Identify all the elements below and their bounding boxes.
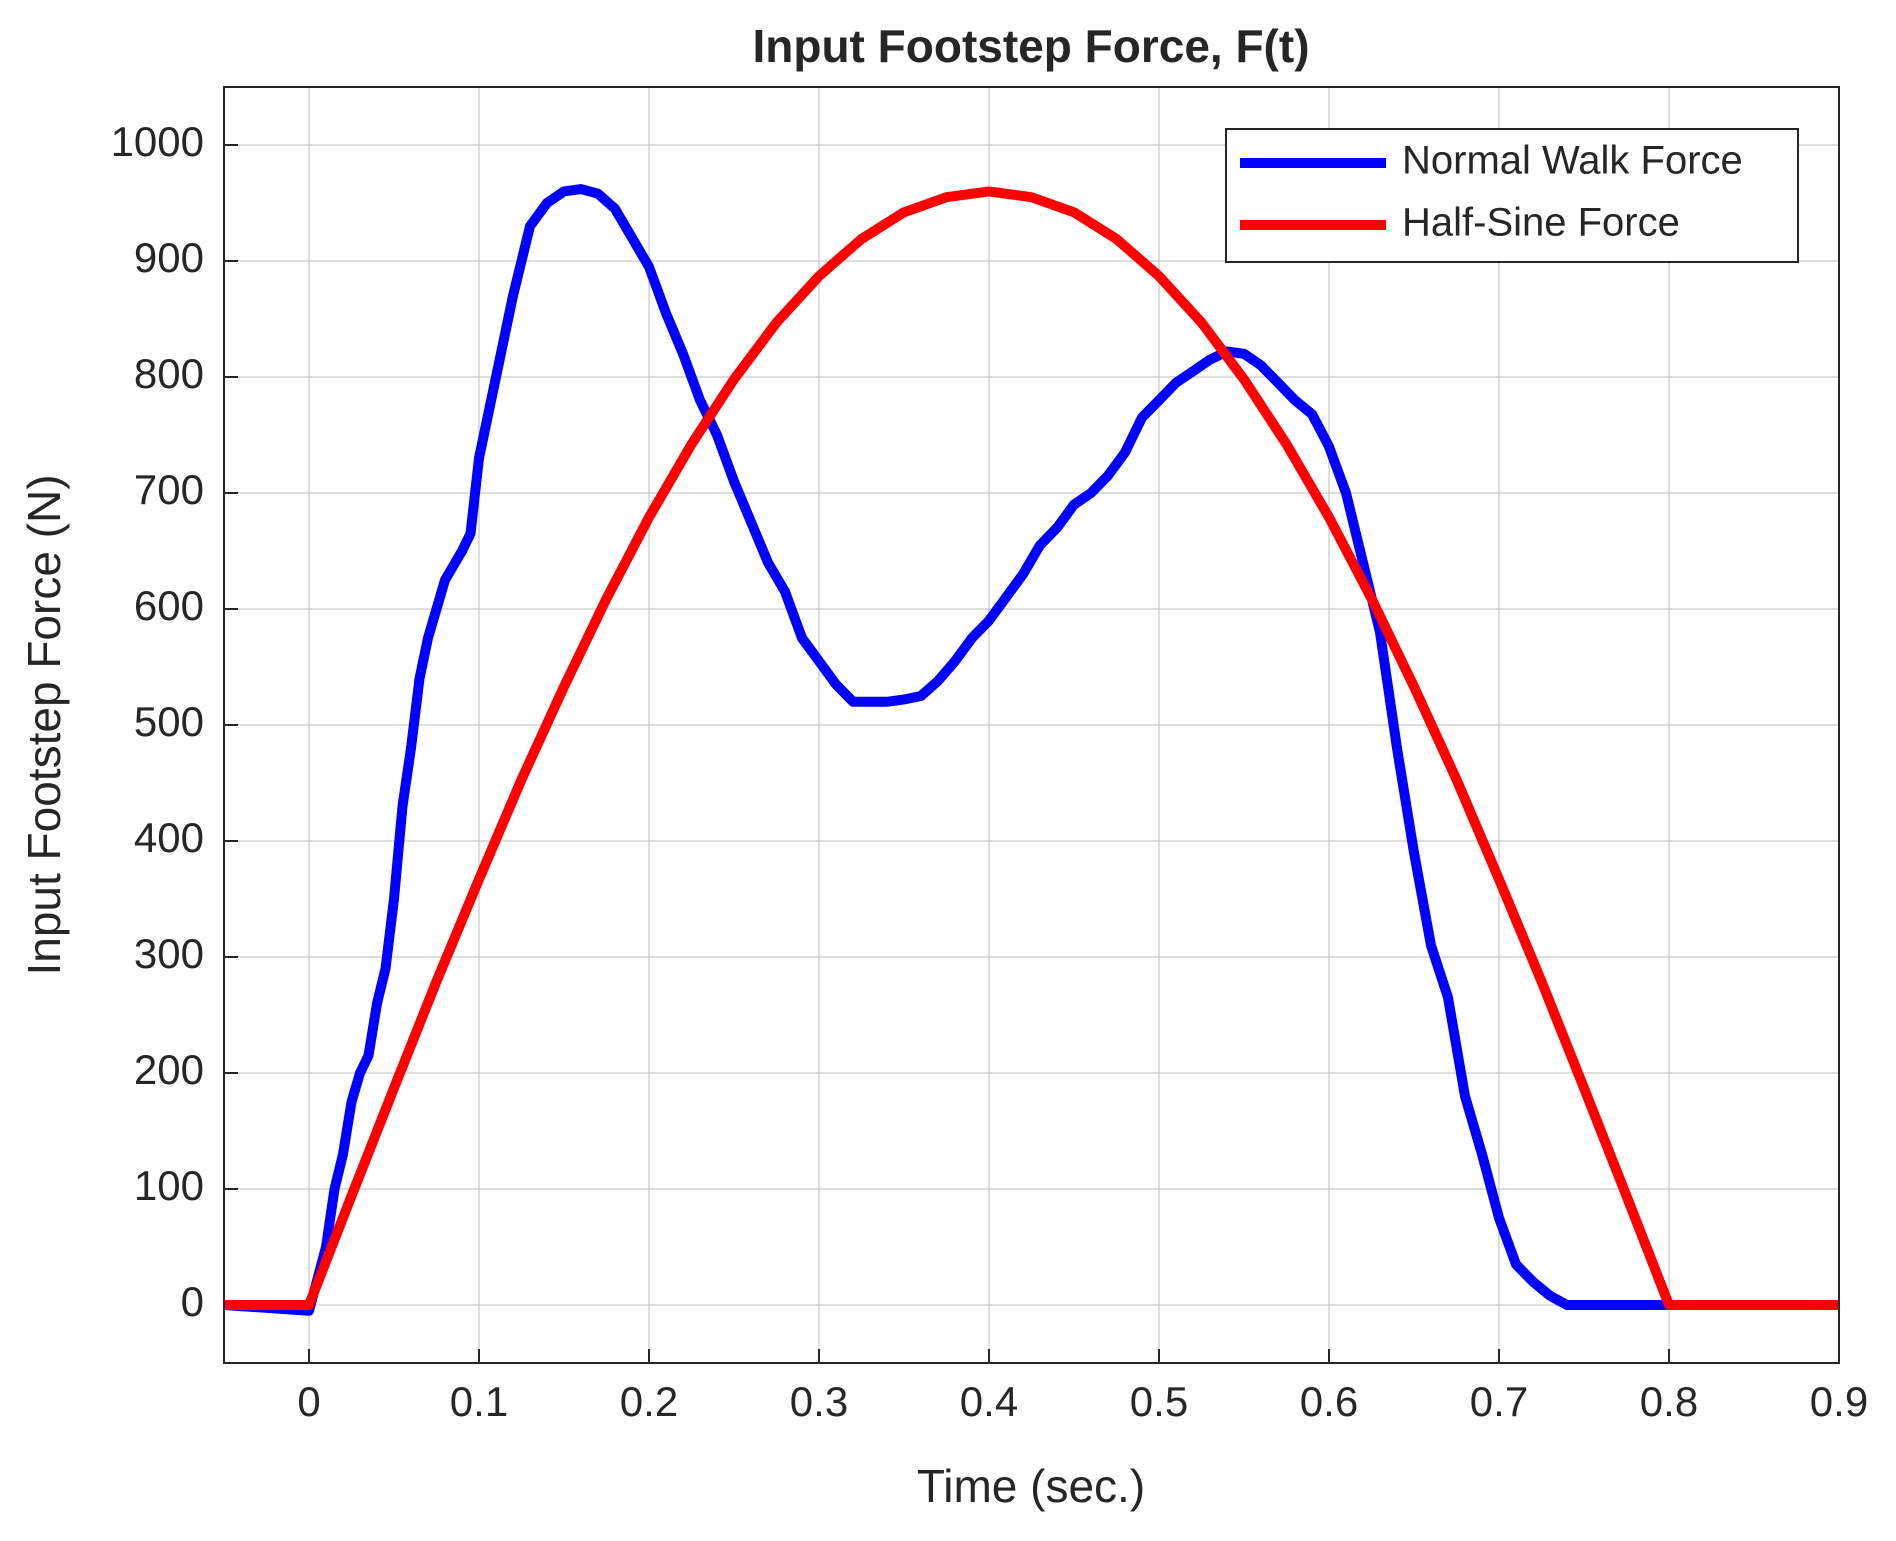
y-tick-label: 400 — [134, 814, 204, 861]
legend-label: Normal Walk Force — [1402, 139, 1743, 183]
y-axis-label: Input Footstep Force (N) — [18, 474, 70, 975]
y-tick-label: 0 — [181, 1278, 204, 1325]
y-tick-label: 200 — [134, 1046, 204, 1093]
x-tick-label: 0.2 — [620, 1378, 678, 1425]
y-tick-label: 600 — [134, 582, 204, 629]
x-tick-label: 0.6 — [1300, 1378, 1358, 1425]
axes-box — [223, 86, 1840, 1364]
y-tick-label: 700 — [134, 466, 204, 513]
y-tick-label: 500 — [134, 698, 204, 745]
y-tick-label: 900 — [134, 234, 204, 281]
y-tick-label: 100 — [134, 1162, 204, 1209]
grid — [224, 87, 1840, 1363]
legend-box — [1225, 128, 1799, 263]
y-tick-label: 800 — [134, 350, 204, 397]
y-tick-label: 1000 — [111, 118, 204, 165]
x-tick-label: 0.5 — [1130, 1378, 1188, 1425]
chart-title: Input Footstep Force, F(t) — [752, 20, 1309, 72]
x-tick-label: 0 — [297, 1378, 320, 1425]
x-tick-label: 0.7 — [1470, 1378, 1528, 1425]
x-axis-label: Time (sec.) — [917, 1460, 1145, 1512]
legend-label: Half-Sine Force — [1402, 201, 1680, 245]
data-line — [223, 184, 1839, 1316]
data-line — [224, 186, 1839, 1310]
x-tick-label: 0.9 — [1810, 1378, 1868, 1425]
x-tick-label: 0.8 — [1640, 1378, 1698, 1425]
x-tick-label: 0.4 — [960, 1378, 1018, 1425]
x-tick-label: 0.3 — [790, 1378, 848, 1425]
x-tick-label: 0.1 — [450, 1378, 508, 1425]
y-tick-label: 300 — [134, 930, 204, 977]
